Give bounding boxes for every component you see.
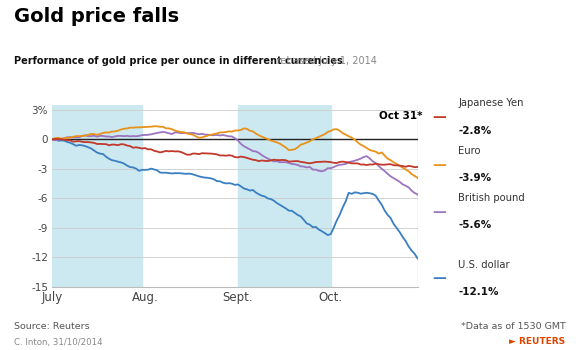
Text: Gold price falls: Gold price falls xyxy=(14,7,180,26)
Text: British pound: British pound xyxy=(458,193,525,203)
Text: —: — xyxy=(432,158,446,172)
Text: -2.8%: -2.8% xyxy=(458,126,491,136)
Text: ► REUTERS: ► REUTERS xyxy=(509,337,566,346)
Text: —: — xyxy=(432,110,446,124)
Text: Japanese Yen: Japanese Yen xyxy=(458,98,524,108)
Text: - rebased July 1, 2014: - rebased July 1, 2014 xyxy=(267,56,376,66)
Text: —: — xyxy=(432,205,446,219)
Text: U.S. dollar: U.S. dollar xyxy=(458,259,510,270)
Text: *Data as of 1530 GMT: *Data as of 1530 GMT xyxy=(461,322,566,331)
Text: C. Inton, 31/10/2014: C. Inton, 31/10/2014 xyxy=(14,337,103,346)
Bar xyxy=(52,105,142,287)
Text: -3.9%: -3.9% xyxy=(458,173,491,183)
Text: -12.1%: -12.1% xyxy=(458,287,499,297)
Bar xyxy=(238,105,331,287)
Text: Performance of gold price per ounce in different currencies: Performance of gold price per ounce in d… xyxy=(14,56,343,66)
Text: —: — xyxy=(432,271,446,285)
Text: Source: Reuters: Source: Reuters xyxy=(14,322,90,331)
Text: Euro: Euro xyxy=(458,146,481,156)
Text: -5.6%: -5.6% xyxy=(458,220,491,231)
Text: Oct 31*: Oct 31* xyxy=(379,111,422,120)
